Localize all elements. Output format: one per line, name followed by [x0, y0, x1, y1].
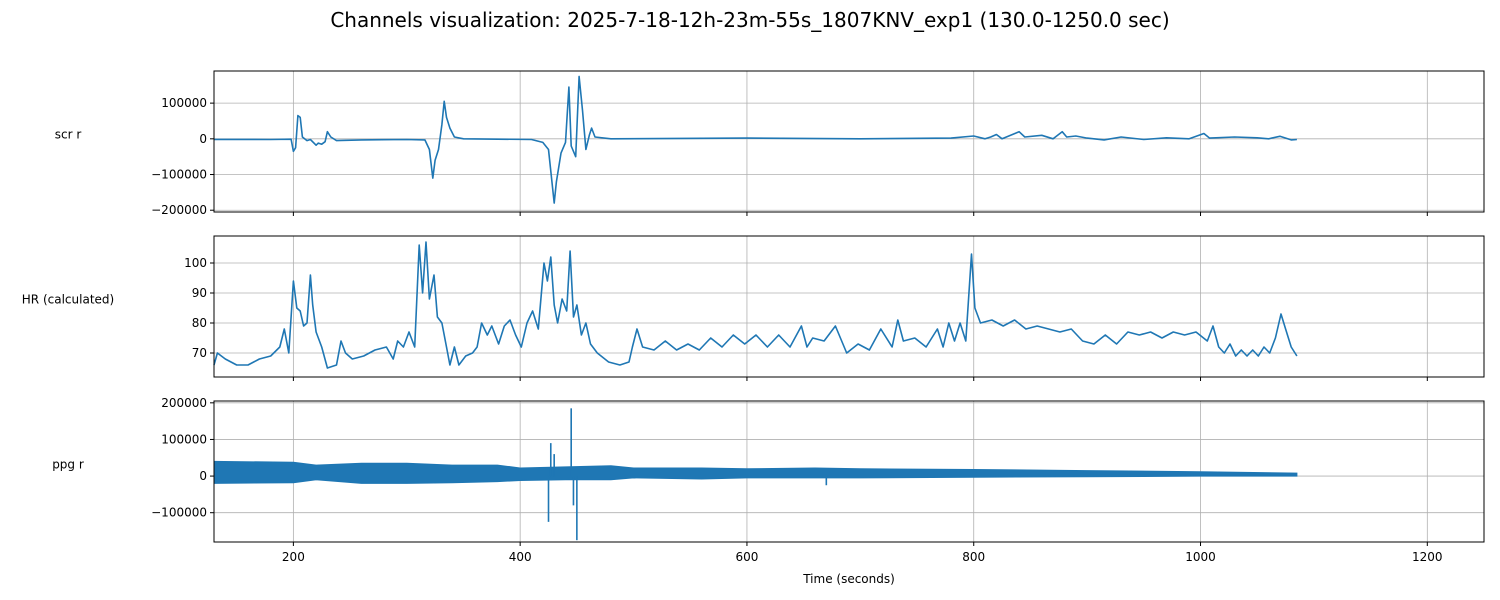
x-tick-label: 600 [735, 550, 758, 564]
y-tick-label: 100000 [161, 96, 207, 110]
panel-scr-r: −200000 −100000 0 100000 scr r [55, 70, 1485, 217]
y-tick-label: −100000 [151, 506, 207, 520]
x-tick-label: 1200 [1412, 550, 1443, 564]
x-axis-label: Time (seconds) [802, 572, 895, 586]
figure-title: Channels visualization: 2025-7-18-12h-23… [330, 8, 1170, 32]
series-band [213, 460, 1298, 484]
y-tick-label: 0 [199, 132, 207, 146]
y-tick-label: 70 [192, 346, 207, 360]
y-tick-label: 200000 [161, 396, 207, 410]
series-line [213, 241, 1298, 369]
y-tick-label: −200000 [151, 203, 207, 217]
y-tick-label: 100 [184, 256, 207, 270]
axes-frame [213, 235, 1485, 378]
x-tick-label: 1000 [1185, 550, 1216, 564]
y-axis-label: scr r [55, 128, 82, 142]
y-tick-label: 90 [192, 286, 207, 300]
x-tick-label: 800 [962, 550, 985, 564]
panel-hr-calculated: 70 80 90 100 HR (calculated) [22, 235, 1485, 381]
y-tick-label: 100000 [161, 432, 207, 446]
y-tick-label: −100000 [151, 168, 207, 182]
panel-ppg-r: −100000 0 100000 200000 200 400 600 800 1000 1200… [52, 396, 1485, 564]
series-line [213, 75, 1297, 204]
x-tick-label: 400 [509, 550, 532, 564]
y-axis-label: ppg r [52, 458, 84, 472]
y-axis-label: HR (calculated) [22, 293, 114, 307]
y-tick-label: 0 [199, 469, 207, 483]
axes-frame [213, 70, 1485, 213]
y-tick-label: 80 [192, 316, 207, 330]
x-tick-label: 200 [282, 550, 305, 564]
axes-frame [213, 400, 1485, 543]
